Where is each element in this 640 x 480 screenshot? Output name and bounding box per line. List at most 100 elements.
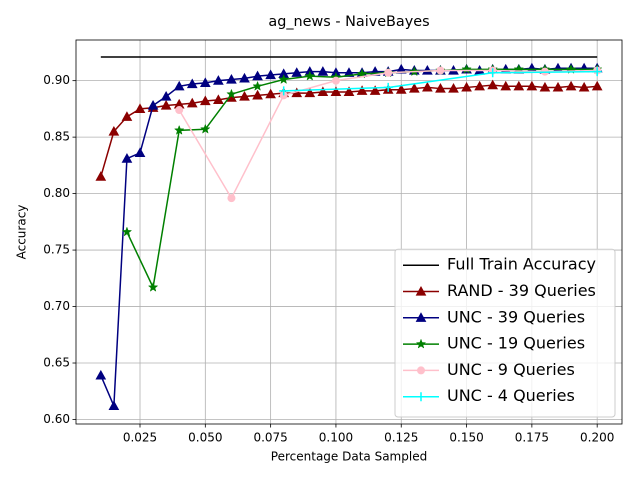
chart-title: ag_news - NaiveBayes (268, 14, 429, 30)
marker (395, 63, 407, 74)
marker (317, 66, 329, 76)
legend-label: UNC - 4 Queries (447, 386, 575, 405)
y-tick-label: 0.70 (43, 299, 70, 313)
marker (199, 77, 211, 88)
x-tick-label: 0.150 (449, 431, 483, 445)
marker (160, 90, 172, 101)
y-tick-label: 0.90 (43, 73, 70, 87)
marker (278, 74, 289, 84)
marker (384, 68, 393, 77)
marker (200, 123, 211, 134)
x-tick-label: 0.125 (384, 431, 418, 445)
marker (488, 68, 498, 78)
marker (239, 90, 250, 101)
marker (435, 83, 446, 93)
marker (121, 111, 133, 121)
marker (356, 68, 368, 79)
marker (343, 86, 355, 97)
legend-box (394, 248, 616, 418)
marker (226, 73, 237, 84)
marker (291, 67, 303, 77)
marker (539, 81, 551, 92)
legend-label: UNC - 19 Queries (447, 334, 585, 353)
x-tick-label: 0.100 (319, 431, 353, 445)
marker (134, 103, 146, 113)
marker (356, 85, 368, 95)
y-tick-label: 0.80 (43, 186, 70, 200)
marker (95, 369, 107, 380)
marker (422, 81, 433, 92)
y-axis-label: Accuracy (15, 205, 29, 260)
marker (252, 70, 263, 81)
marker (279, 86, 289, 96)
marker (226, 88, 237, 99)
marker (213, 75, 224, 85)
series-line (283, 70, 598, 92)
marker (578, 81, 590, 92)
marker (186, 97, 198, 108)
y-tick-label: 0.60 (43, 412, 70, 426)
marker (416, 392, 426, 402)
marker (227, 194, 236, 203)
marker (121, 153, 133, 163)
marker (95, 171, 107, 181)
marker (592, 67, 602, 77)
marker (415, 285, 427, 296)
marker (565, 80, 577, 91)
legend-label: Full Train Accuracy (447, 255, 596, 274)
marker (279, 91, 288, 100)
x-tick-label: 0.175 (515, 431, 549, 445)
x-tick-label: 0.200 (580, 431, 614, 445)
marker (415, 312, 427, 322)
marker (408, 83, 420, 93)
marker (239, 72, 250, 83)
marker (461, 81, 472, 92)
marker (252, 80, 263, 91)
marker (147, 281, 159, 292)
marker (487, 79, 499, 90)
marker (422, 64, 433, 75)
marker (513, 80, 525, 91)
marker (330, 86, 342, 97)
marker (552, 81, 564, 92)
marker (417, 366, 425, 375)
marker (186, 78, 198, 89)
marker (147, 99, 159, 110)
marker (436, 66, 445, 75)
marker (252, 89, 263, 100)
legend-label: UNC - 39 Queries (447, 307, 585, 326)
marker (591, 80, 603, 91)
marker (108, 400, 120, 411)
marker (213, 94, 224, 104)
marker (369, 85, 381, 95)
marker (134, 147, 146, 158)
x-tick-label: 0.025 (123, 431, 157, 445)
legend-label: UNC - 9 Queries (447, 360, 575, 379)
marker (395, 84, 407, 94)
marker (331, 76, 340, 85)
legend-label: RAND - 39 Queries (447, 281, 596, 300)
marker (304, 87, 316, 98)
marker (175, 106, 184, 115)
marker (108, 125, 120, 136)
y-tick-label: 0.65 (43, 356, 70, 370)
marker (383, 82, 393, 92)
marker (160, 99, 172, 110)
marker (199, 95, 211, 106)
x-tick-label: 0.075 (253, 431, 287, 445)
y-tick-label: 0.85 (43, 130, 70, 144)
marker (448, 83, 459, 93)
axes-frame (75, 39, 623, 425)
marker (343, 67, 355, 77)
legend: Full Train Accuracy RAND - 39 Queries UNC … (394, 248, 616, 418)
marker (317, 86, 329, 97)
marker (173, 80, 185, 91)
marker (415, 338, 427, 349)
marker (121, 226, 133, 237)
marker (500, 80, 512, 91)
marker (173, 124, 185, 135)
x-axis-label: Percentage Data Sampled (271, 450, 427, 464)
marker (304, 70, 316, 81)
marker (461, 63, 472, 74)
